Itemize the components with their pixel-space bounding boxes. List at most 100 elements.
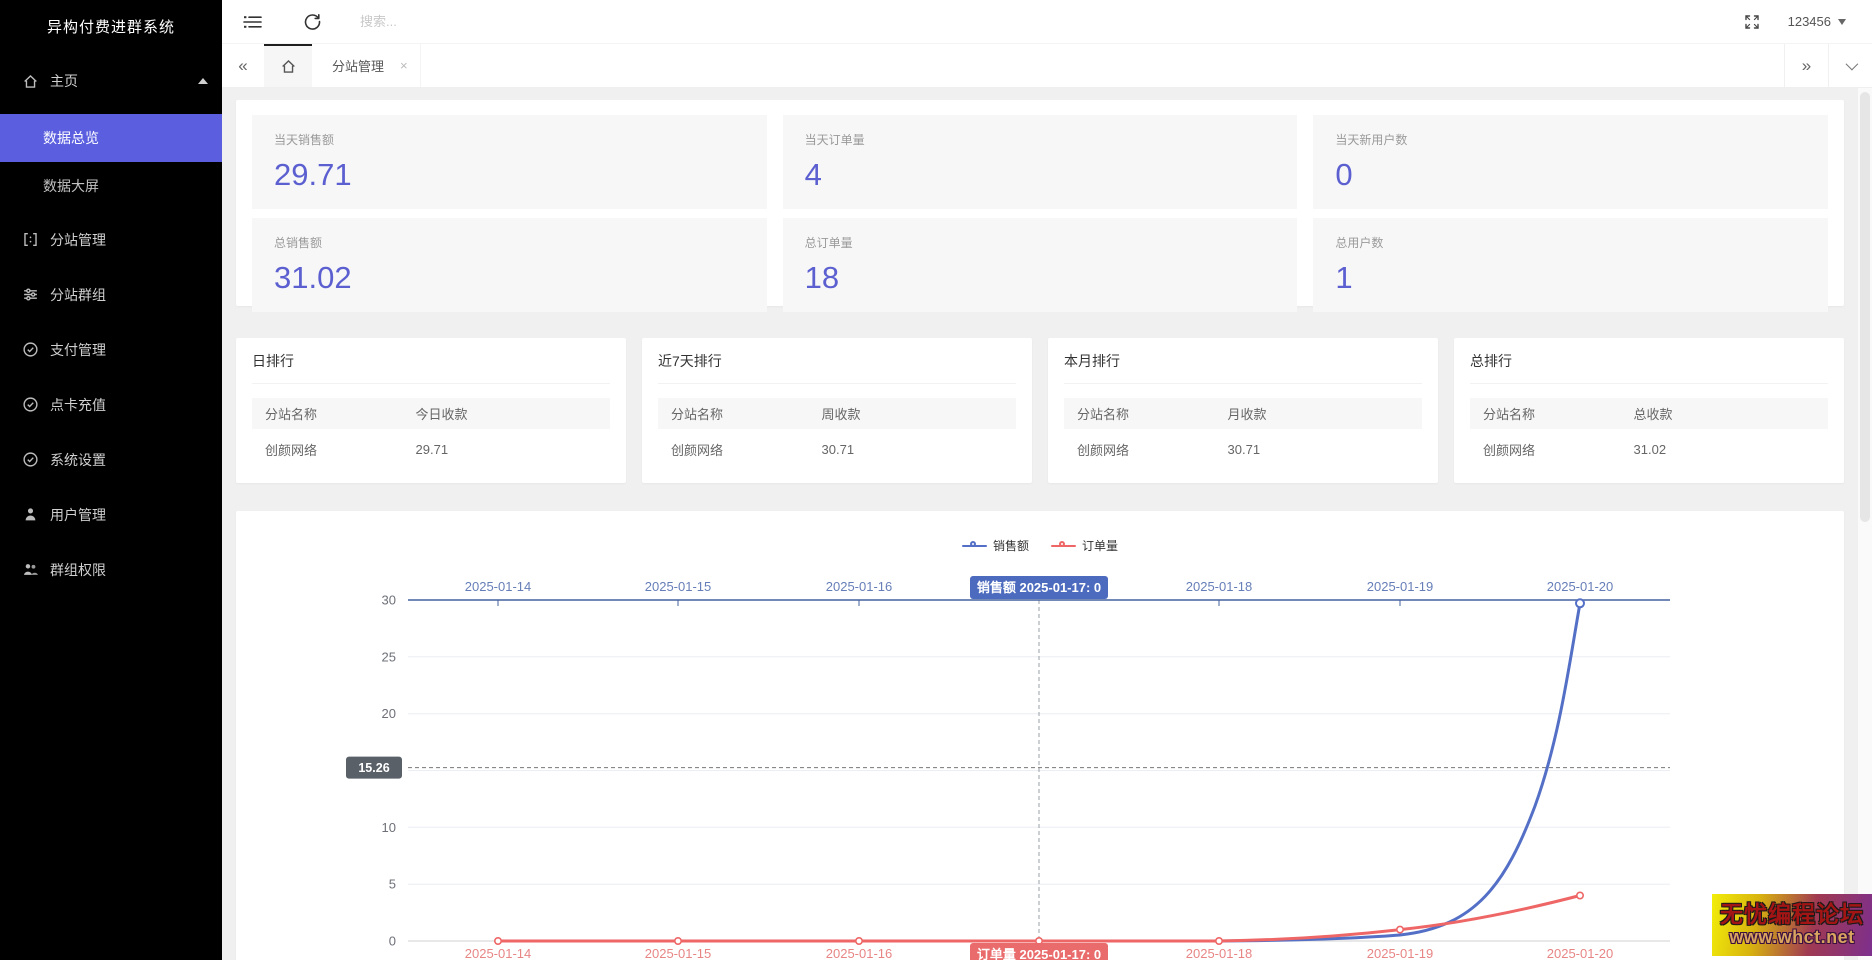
sales-line [496, 601, 1582, 943]
sales-axis-pointer-badge: 销售额 2025-01-17: 0 [970, 576, 1108, 599]
sidebar-item-data-overview[interactable]: 数据总览 [0, 114, 222, 162]
search-input[interactable] [360, 13, 560, 29]
orders-axis-pointer-badge: 订单量 2025-01-17: 0 [970, 943, 1108, 960]
stat-card-total-sales: 总销售额 31.02 [252, 218, 767, 312]
vertical-scrollbar[interactable] [1858, 88, 1872, 960]
svg-text:2025-01-20: 2025-01-20 [1547, 946, 1614, 960]
home-icon [22, 73, 39, 90]
svg-text:2025-01-14: 2025-01-14 [465, 579, 532, 594]
group-permission-icon [22, 561, 39, 578]
ranking-panel-week: 近7天排行 分站名称 周收款 创颜网络 30.71 [642, 338, 1032, 483]
svg-text:10: 10 [382, 820, 396, 835]
table-header: 分站名称 月收款 [1064, 398, 1422, 429]
ranking-panel-month: 本月排行 分站名称 月收款 创颜网络 30.71 [1048, 338, 1438, 483]
system-settings-icon [22, 451, 39, 468]
sales-point [1575, 598, 1585, 609]
table-row: 创颜网络 30.71 [1077, 441, 1261, 458]
chart-legend: 销售额 订单量 [236, 537, 1844, 554]
search-box [360, 13, 560, 31]
svg-text:销售额 2025-01-17: 0: 销售额 2025-01-17: 0 [977, 580, 1101, 595]
payment-icon [22, 341, 39, 358]
table-row: 创颜网络 31.02 [1483, 441, 1667, 458]
tab-bar: « 分站管理 × » [222, 44, 1872, 88]
line-marker-icon [961, 540, 987, 551]
fullscreen-icon[interactable] [1730, 0, 1774, 44]
svg-text:5: 5 [389, 877, 396, 892]
line-marker-icon [1051, 540, 1076, 551]
svg-text:2025-01-15: 2025-01-15 [645, 946, 712, 960]
app-title: 异构付费进群系统 [46, 19, 175, 36]
home-tab-icon [281, 60, 295, 73]
main-content: 当天销售额 29.71 当天订单量 4 当天新用户数 0 总销售额 31.02 … [222, 88, 1858, 960]
sidebar-collapse-icon[interactable] [230, 0, 274, 44]
tabs-scroll-right-icon[interactable]: » [1784, 44, 1828, 87]
stat-card-today-new-users: 当天新用户数 0 [1313, 115, 1828, 209]
svg-text:2025-01-18: 2025-01-18 [1186, 579, 1253, 594]
orders-points [493, 891, 1585, 945]
chevron-up-icon [198, 78, 208, 84]
user-manage-icon [22, 506, 39, 523]
sales-orders-chart: 销售额 订单量 [236, 511, 1844, 960]
svg-text:2025-01-14: 2025-01-14 [465, 946, 532, 960]
stat-card-total-orders: 总订单量 18 [782, 218, 1298, 312]
ranking-row: 日排行 分站名称 今日收款 创颜网络 29.71 近7天排行 分站名称 周收款 [236, 338, 1844, 483]
stat-card-today-orders: 当天订单量 4 [782, 115, 1298, 209]
svg-text:20: 20 [382, 706, 396, 721]
svg-text:0: 0 [389, 934, 396, 949]
refresh-icon[interactable] [290, 0, 334, 44]
stat-card-today-sales: 当天销售额 29.71 [252, 115, 767, 209]
card-recharge-icon [22, 396, 39, 413]
x-axis-bottom-labels: 2025-01-14 2025-01-15 2025-01-16 2025-01… [465, 946, 1614, 960]
stat-card-total-users: 总用户数 1 [1313, 218, 1828, 312]
scrollbar-thumb[interactable] [1860, 92, 1870, 522]
sidebar-item-system-settings[interactable]: 系统设置 [0, 432, 222, 487]
sidebar-item-group-permission[interactable]: 群组权限 [0, 542, 222, 597]
svg-text:2025-01-15: 2025-01-15 [645, 579, 712, 594]
svg-text:2025-01-16: 2025-01-16 [826, 946, 893, 960]
legend-item-orders[interactable]: 订单量 [1051, 537, 1118, 554]
sidebar-item-payment[interactable]: 支付管理 [0, 322, 222, 377]
svg-text:25: 25 [382, 649, 396, 664]
top-header: 123456 [222, 0, 1872, 44]
ranking-panel-total: 总排行 分站名称 总收款 创颜网络 31.02 [1454, 338, 1844, 483]
sidebar-item-site-manage[interactable]: 分站管理 [0, 212, 222, 267]
sidebar-item-user-manage[interactable]: 用户管理 [0, 487, 222, 542]
chart-plot: 30 25 20 10 5 0 2025-01-14 2025-01-15 20… [346, 576, 1670, 960]
x-axis-top-labels: 2025-01-14 2025-01-15 2025-01-16 2025-01… [465, 579, 1614, 594]
svg-text:15.26: 15.26 [358, 761, 389, 775]
svg-text:2025-01-19: 2025-01-19 [1367, 579, 1434, 594]
sidebar-item-card-recharge[interactable]: 点卡充值 [0, 377, 222, 432]
sidebar-item-site-group[interactable]: 分站群组 [0, 267, 222, 322]
tab-site-manage[interactable]: 分站管理 × [312, 44, 421, 87]
site-manage-icon [22, 231, 39, 248]
sidebar: 异构付费进群系统 主页 数据总览 数据大屏 分站管理 分站群组 支付管理 [0, 0, 222, 960]
stats-panel: 当天销售额 29.71 当天订单量 4 当天新用户数 0 总销售额 31.02 … [236, 100, 1844, 312]
legend-item-sales[interactable]: 销售额 [961, 537, 1029, 554]
table-header: 分站名称 今日收款 [252, 398, 610, 429]
svg-text:2025-01-20: 2025-01-20 [1547, 579, 1614, 594]
tabs-scroll-left-icon[interactable]: « [238, 55, 248, 75]
sidebar-item-data-screen[interactable]: 数据大屏 [43, 178, 99, 194]
sidebar-item-home[interactable]: 主页 [0, 56, 222, 106]
y-axis-labels: 30 25 20 10 5 0 [382, 593, 396, 949]
tabs-menu-icon[interactable] [1828, 44, 1872, 87]
home-submenu: 数据总览 数据大屏 [0, 106, 222, 212]
user-menu[interactable]: 123456 [1774, 0, 1872, 44]
svg-text:2025-01-16: 2025-01-16 [826, 579, 893, 594]
svg-text:订单量 2025-01-17: 0: 订单量 2025-01-17: 0 [977, 947, 1101, 960]
tab-home[interactable] [264, 44, 312, 87]
sidebar-item-label: 主页 [50, 73, 78, 89]
svg-text:30: 30 [382, 593, 396, 608]
y-axis-pointer-badge: 15.26 [346, 756, 402, 779]
watermark-title: 无忧编程论坛 [1720, 901, 1864, 928]
svg-text:2025-01-18: 2025-01-18 [1186, 946, 1253, 960]
watermark-url: www.whct.net [1729, 926, 1855, 947]
site-group-icon [22, 286, 39, 303]
table-header: 分站名称 总收款 [1470, 398, 1828, 429]
username: 123456 [1787, 14, 1831, 29]
tab-close-icon[interactable]: × [400, 58, 408, 73]
svg-text:2025-01-19: 2025-01-19 [1367, 946, 1434, 960]
table-header: 分站名称 周收款 [658, 398, 1016, 429]
table-row: 创颜网络 30.71 [671, 441, 855, 458]
ranking-panel-daily: 日排行 分站名称 今日收款 创颜网络 29.71 [236, 338, 626, 483]
